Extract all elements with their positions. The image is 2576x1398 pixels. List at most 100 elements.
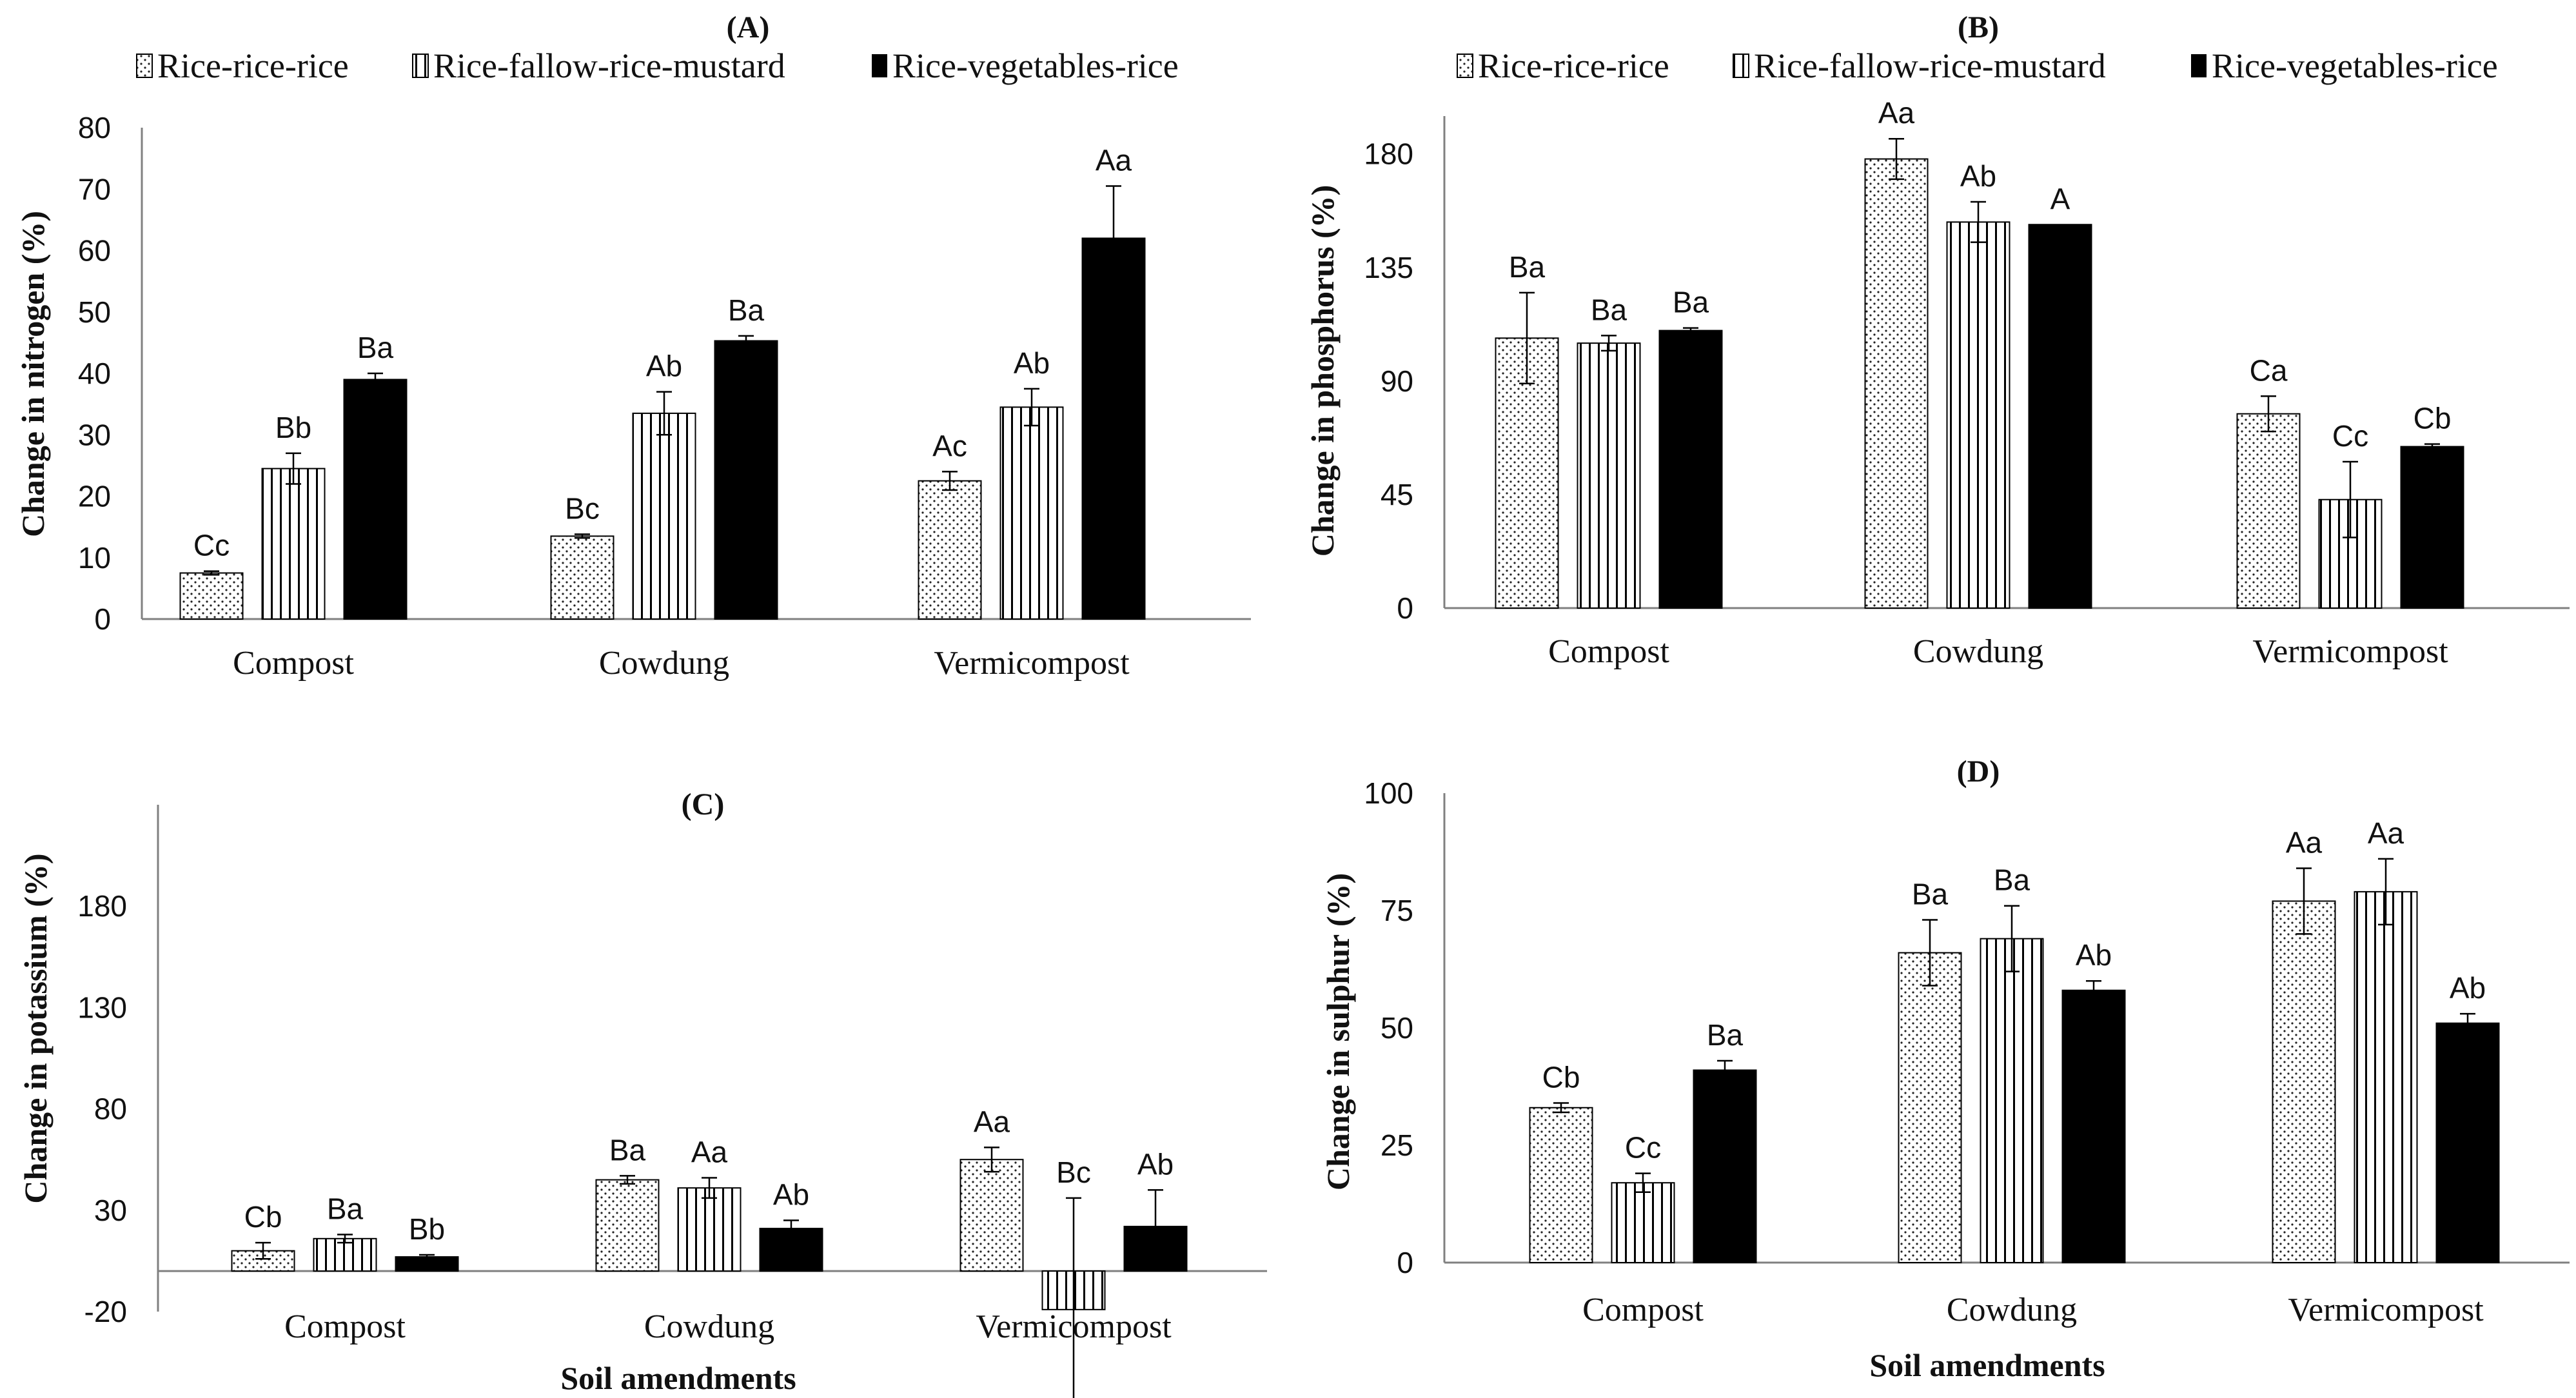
panel-d-plot: 0 25 50 75 100 Compost Cowdung Vermicompost Cb Ba… — [1364, 776, 2570, 1328]
panel-b-bar — [1864, 158, 1929, 609]
panel-a-bar — [179, 572, 244, 620]
legend-b-swatch-rice-fallow-rice-mustard — [1733, 54, 1749, 78]
panel-a-category-label: Vermicompost — [934, 645, 1130, 682]
panel-d-bar — [2272, 900, 2336, 1263]
legend-a-label-rice-fallow-rice-mustard: Rice-fallow-rice-mustard — [433, 46, 785, 85]
panel-b-significance-label: Ab — [1960, 159, 1996, 193]
panel-b-bar — [2400, 446, 2464, 609]
panel-a-significance-label: Cc — [193, 529, 230, 562]
panel-b-category-label: Cowdung — [1913, 633, 2043, 670]
legend-a-label-rice-rice-rice: Rice-rice-rice — [157, 46, 349, 85]
panel-c-y-tick-label: -20 — [84, 1295, 127, 1328]
panel-c-category-label: Cowdung — [644, 1308, 774, 1345]
panel-b-legend: Rice-rice-rice Rice-fallow-rice-mustard … — [1457, 46, 2498, 85]
panel-a-legend: Rice-rice-rice Rice-fallow-rice-mustard … — [136, 46, 1179, 85]
panel-b-bar — [1577, 342, 1641, 609]
panel-a-significance-label: Ac — [932, 429, 967, 462]
panel-d-significance-label: Aa — [2368, 816, 2404, 850]
panel-d-bar — [1529, 1107, 1593, 1264]
panel-a-category-label: Compost — [233, 645, 354, 682]
panel-c-y-tick-label: 180 — [77, 889, 127, 923]
panel-c-y-axis-title: Change in potassium (%) — [17, 853, 54, 1203]
panel-a-bar — [343, 379, 408, 620]
panel-a-bar — [550, 535, 615, 620]
panel-c-bar — [595, 1179, 660, 1272]
panel-d-category-label: Vermicompost — [2288, 1292, 2484, 1328]
panel-d-significance-label: Ba — [1994, 863, 2030, 897]
legend-a-label-rice-vegetables-rice: Rice-vegetables-rice — [892, 46, 1179, 85]
panel-a-category-label: Cowdung — [599, 645, 729, 682]
panel-a-y-tick-label: 60 — [78, 234, 111, 268]
panel-b-bar — [1658, 330, 1723, 609]
panel-a-y-axis-title: Change in nitrogen (%) — [15, 211, 51, 537]
panel-a-significance-label: Ab — [1014, 346, 1050, 380]
legend-a-swatch-rice-fallow-rice-mustard — [412, 54, 429, 78]
panel-b-y-tick-label: 45 — [1381, 478, 1413, 511]
panel-a-y-tick-label: 80 — [78, 111, 111, 144]
panel-d-bar — [1611, 1182, 1675, 1263]
panel-b-bar — [2028, 224, 2092, 609]
panel-c-significance-label: Ba — [609, 1133, 646, 1167]
panel-a-significance-label: Ba — [357, 331, 394, 364]
panel-a-y-tick-label: 10 — [78, 541, 111, 575]
legend-b-label-rice-fallow-rice-mustard: Rice-fallow-rice-mustard — [1754, 46, 2106, 85]
panel-a-y-tick-label: 70 — [78, 172, 111, 206]
panel-d-bar — [1980, 938, 2044, 1264]
panel-d-x-axis-title: Soil amendments — [1869, 1347, 2105, 1383]
legend-a-swatch-rice-vegetables-rice — [872, 54, 887, 77]
panel-d-y-tick-label: 25 — [1381, 1128, 1413, 1162]
panel-c-significance-label: Aa — [691, 1135, 728, 1168]
panel-c-significance-label: Aa — [974, 1105, 1010, 1138]
panel-d-y-axis-title: Change in sulphur (%) — [1320, 873, 1356, 1190]
legend-b-swatch-rice-vegetables-rice — [2191, 54, 2207, 77]
panel-a-y-tick-label: 20 — [78, 480, 111, 513]
panel-a-significance-label: Aa — [1096, 143, 1132, 177]
panel-b-bar — [1946, 221, 2011, 609]
panel-c-y-tick-label: 80 — [94, 1092, 127, 1126]
panel-d-category-label: Compost — [1582, 1292, 1704, 1328]
panel-a-bar — [1081, 237, 1146, 620]
panel-c-significance-label: Ab — [1137, 1147, 1174, 1181]
panel-c-title: (C) — [682, 787, 725, 822]
panel-d-significance-label: Ab — [2076, 938, 2112, 972]
panel-d: (D) 0 25 50 75 100 Compost Cowdung Vermicompost… — [1320, 754, 2570, 1383]
panel-c-x-axis-title: Soil amendments — [560, 1360, 796, 1396]
panel-c-category-label: Compost — [284, 1308, 406, 1345]
panel-a-significance-label: Ab — [646, 350, 682, 383]
legend-a-swatch-rice-rice-rice — [136, 54, 153, 78]
panel-a: (A) Rice-rice-rice Rice-fallow-rice-must… — [15, 10, 1251, 682]
panel-d-significance-label: Ba — [1707, 1018, 1744, 1052]
panel-b: (B) Rice-rice-rice Rice-fallow-rice-must… — [1304, 10, 2570, 670]
panel-a-bar — [918, 480, 982, 620]
panel-c-significance-label: Cb — [244, 1200, 282, 1234]
panel-b-bar — [2236, 413, 2301, 609]
panel-b-y-tick-label: 90 — [1381, 364, 1413, 398]
panel-b-significance-label: Cc — [2332, 419, 2368, 453]
panel-b-y-tick-label: 135 — [1364, 251, 1413, 284]
panel-b-significance-label: Cb — [2414, 402, 2452, 435]
panel-a-y-tick-label: 40 — [78, 357, 111, 390]
panel-c-significance-label: Bb — [409, 1212, 445, 1246]
panel-c-y-tick-label: 30 — [94, 1194, 127, 1227]
panel-d-bar — [1898, 952, 1962, 1264]
legend-b-label-rice-rice-rice: Rice-rice-rice — [1478, 46, 1669, 85]
panel-a-y-tick-label: 30 — [78, 418, 111, 451]
legend-b-label-rice-vegetables-rice: Rice-vegetables-rice — [2212, 46, 2498, 85]
panel-a-plot: 0 10 20 30 40 50 60 70 80 Compost Cowdung Vermicomp… — [78, 111, 1251, 682]
panel-c-bar — [677, 1187, 742, 1272]
panel-b-y-axis-title: Change in phosphorus (%) — [1304, 185, 1341, 557]
panel-b-significance-label: Ca — [2250, 353, 2288, 387]
panel-b-category-label: Vermicompost — [2252, 633, 2448, 670]
panel-a-y-tick-label: 50 — [78, 295, 111, 329]
panel-d-bar — [1693, 1069, 1757, 1264]
panel-b-significance-label: Ba — [1673, 286, 1709, 319]
panel-d-y-tick-label: 75 — [1381, 894, 1413, 927]
panel-b-significance-label: Ba — [1591, 293, 1627, 326]
panel-b-plot: 0 45 90 135 180 Compost Cowdung Vermicompost Ba A… — [1364, 96, 2570, 670]
panel-a-bar — [632, 412, 696, 620]
panel-d-bar — [2061, 989, 2126, 1263]
panel-a-y-tick-label: 0 — [94, 602, 111, 636]
panel-a-bar — [261, 468, 326, 620]
